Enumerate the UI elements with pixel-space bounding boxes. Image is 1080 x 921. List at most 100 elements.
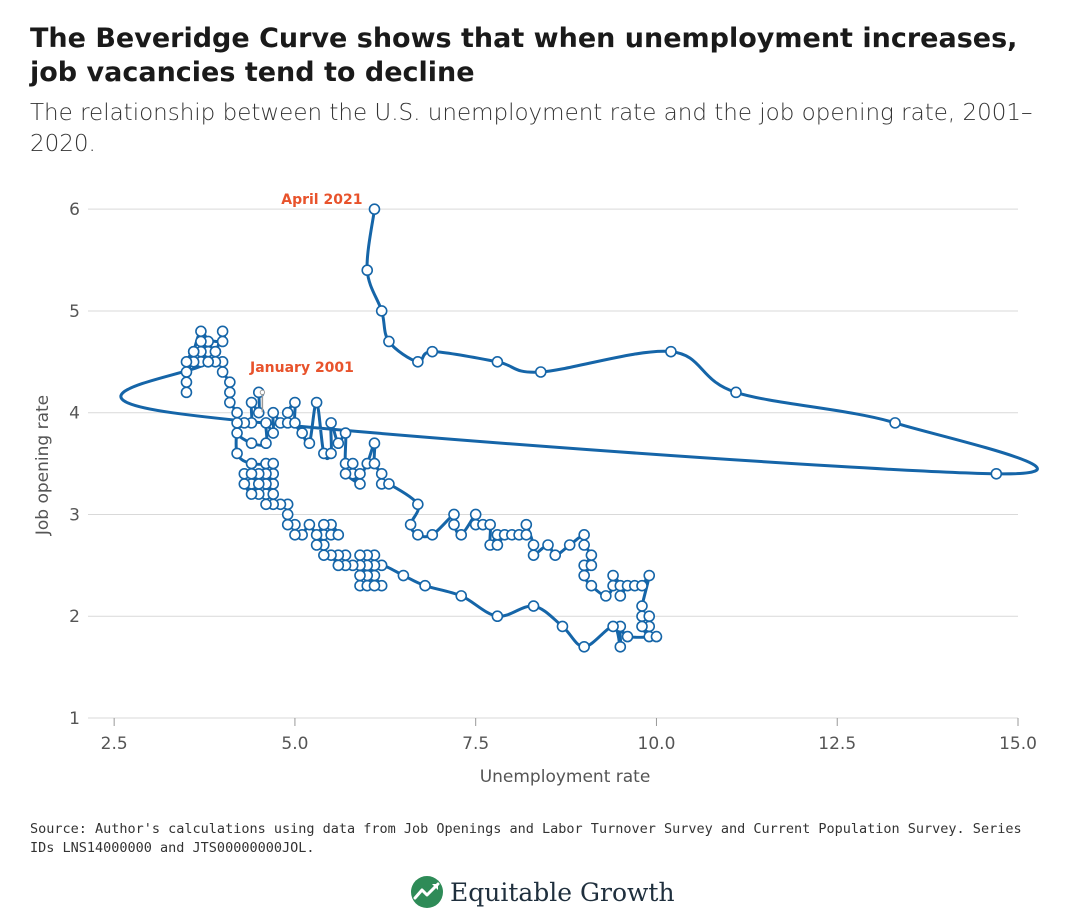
data-point — [527, 600, 540, 612]
data-point — [636, 620, 648, 633]
x-axis-label: Unemployment rate — [480, 767, 651, 787]
y-tick-label: 1 — [69, 709, 80, 729]
data-point — [383, 478, 395, 490]
data-point — [426, 345, 439, 358]
data-point — [578, 529, 590, 541]
data-point — [448, 508, 460, 521]
data-point — [252, 478, 265, 490]
brand-name: Equitable Growth — [450, 877, 675, 907]
data-point — [607, 620, 619, 633]
data-point — [585, 549, 598, 561]
data-point — [448, 518, 460, 531]
y-axis-label: Job opening rate — [33, 395, 53, 536]
data-point — [310, 539, 323, 551]
data-point — [252, 406, 265, 419]
data-point — [260, 417, 272, 429]
data-point — [260, 498, 272, 511]
data-point — [520, 529, 533, 541]
x-tick-label: 5.0 — [281, 734, 308, 754]
data-point — [412, 356, 424, 368]
data-point — [368, 203, 381, 215]
data-point — [224, 376, 236, 388]
data-point — [180, 366, 193, 378]
data-point — [332, 437, 345, 450]
data-point — [231, 406, 243, 419]
data-point — [404, 518, 417, 531]
data-point — [469, 508, 482, 521]
data-point — [397, 569, 410, 582]
data-point — [585, 559, 598, 572]
data-point — [354, 569, 366, 582]
data-point — [303, 437, 316, 450]
data-point — [534, 366, 547, 378]
data-point — [520, 518, 533, 531]
data-point — [281, 406, 294, 419]
x-tick-label: 2.5 — [101, 734, 128, 754]
data-point — [375, 305, 388, 317]
x-tick-label: 10.0 — [638, 734, 676, 754]
data-point — [245, 488, 258, 500]
data-point — [368, 579, 381, 592]
data-point — [375, 467, 388, 480]
data-point — [245, 396, 258, 409]
data-point — [303, 518, 316, 531]
data-point — [412, 498, 424, 511]
data-point — [187, 345, 200, 358]
data-point — [614, 640, 627, 653]
data-point — [556, 620, 569, 633]
y-axis-ticks: 1 2 3 4 5 6 — [69, 200, 80, 729]
brand-logo: Equitable Growth — [410, 872, 675, 912]
data-point — [643, 610, 656, 623]
data-point — [289, 396, 301, 409]
data-point — [455, 590, 468, 602]
data-point — [419, 579, 431, 592]
y-tick-label: 6 — [69, 200, 80, 220]
data-point — [245, 437, 258, 450]
data-point — [412, 529, 424, 541]
y-tick-label: 4 — [69, 404, 80, 424]
data-point — [455, 529, 468, 541]
x-tick-label: 12.5 — [818, 734, 856, 754]
data-point — [332, 559, 345, 572]
data-point — [643, 569, 656, 582]
data-point — [614, 590, 627, 602]
series-line — [119, 207, 1039, 649]
annotation-april-2021: April 2021 — [281, 192, 362, 208]
data-point — [542, 539, 554, 551]
data-point — [484, 518, 496, 531]
data-point — [209, 345, 222, 358]
data-point — [224, 396, 236, 409]
data-point — [354, 549, 366, 561]
data-point — [310, 529, 323, 541]
x-axis-ticks: 2.5 5.0 7.5 10.0 12.5 15.0 — [101, 718, 1037, 754]
data-point — [195, 325, 207, 338]
data-point — [491, 539, 504, 551]
data-point — [231, 447, 243, 460]
data-point — [216, 335, 229, 348]
y-tick-label: 3 — [69, 505, 80, 525]
data-point — [730, 386, 742, 399]
data-point — [267, 427, 280, 439]
data-point — [600, 590, 612, 602]
data-point — [585, 579, 598, 592]
data-point — [325, 417, 337, 429]
data-point — [527, 539, 540, 551]
data-point — [310, 396, 323, 409]
data-point — [368, 437, 381, 450]
data-point — [665, 345, 677, 358]
data-point — [318, 549, 330, 561]
data-point — [260, 437, 272, 450]
data-point — [332, 529, 345, 541]
data-point — [267, 488, 280, 500]
y-tick-label: 2 — [69, 607, 80, 627]
gridlines — [88, 208, 1018, 719]
data-point — [383, 335, 395, 348]
data-point — [346, 457, 359, 470]
data-point — [339, 427, 352, 439]
data-point — [426, 529, 439, 541]
chart-title: The Beveridge Curve shows that when unem… — [30, 23, 1018, 88]
beveridge-curve-chart: 1 2 3 4 5 6 2.5 5.0 7.5 10.0 12.5 15.0 January 200… — [33, 192, 1039, 787]
data-point — [563, 539, 576, 551]
data-point — [289, 417, 301, 429]
data-point — [339, 467, 352, 480]
